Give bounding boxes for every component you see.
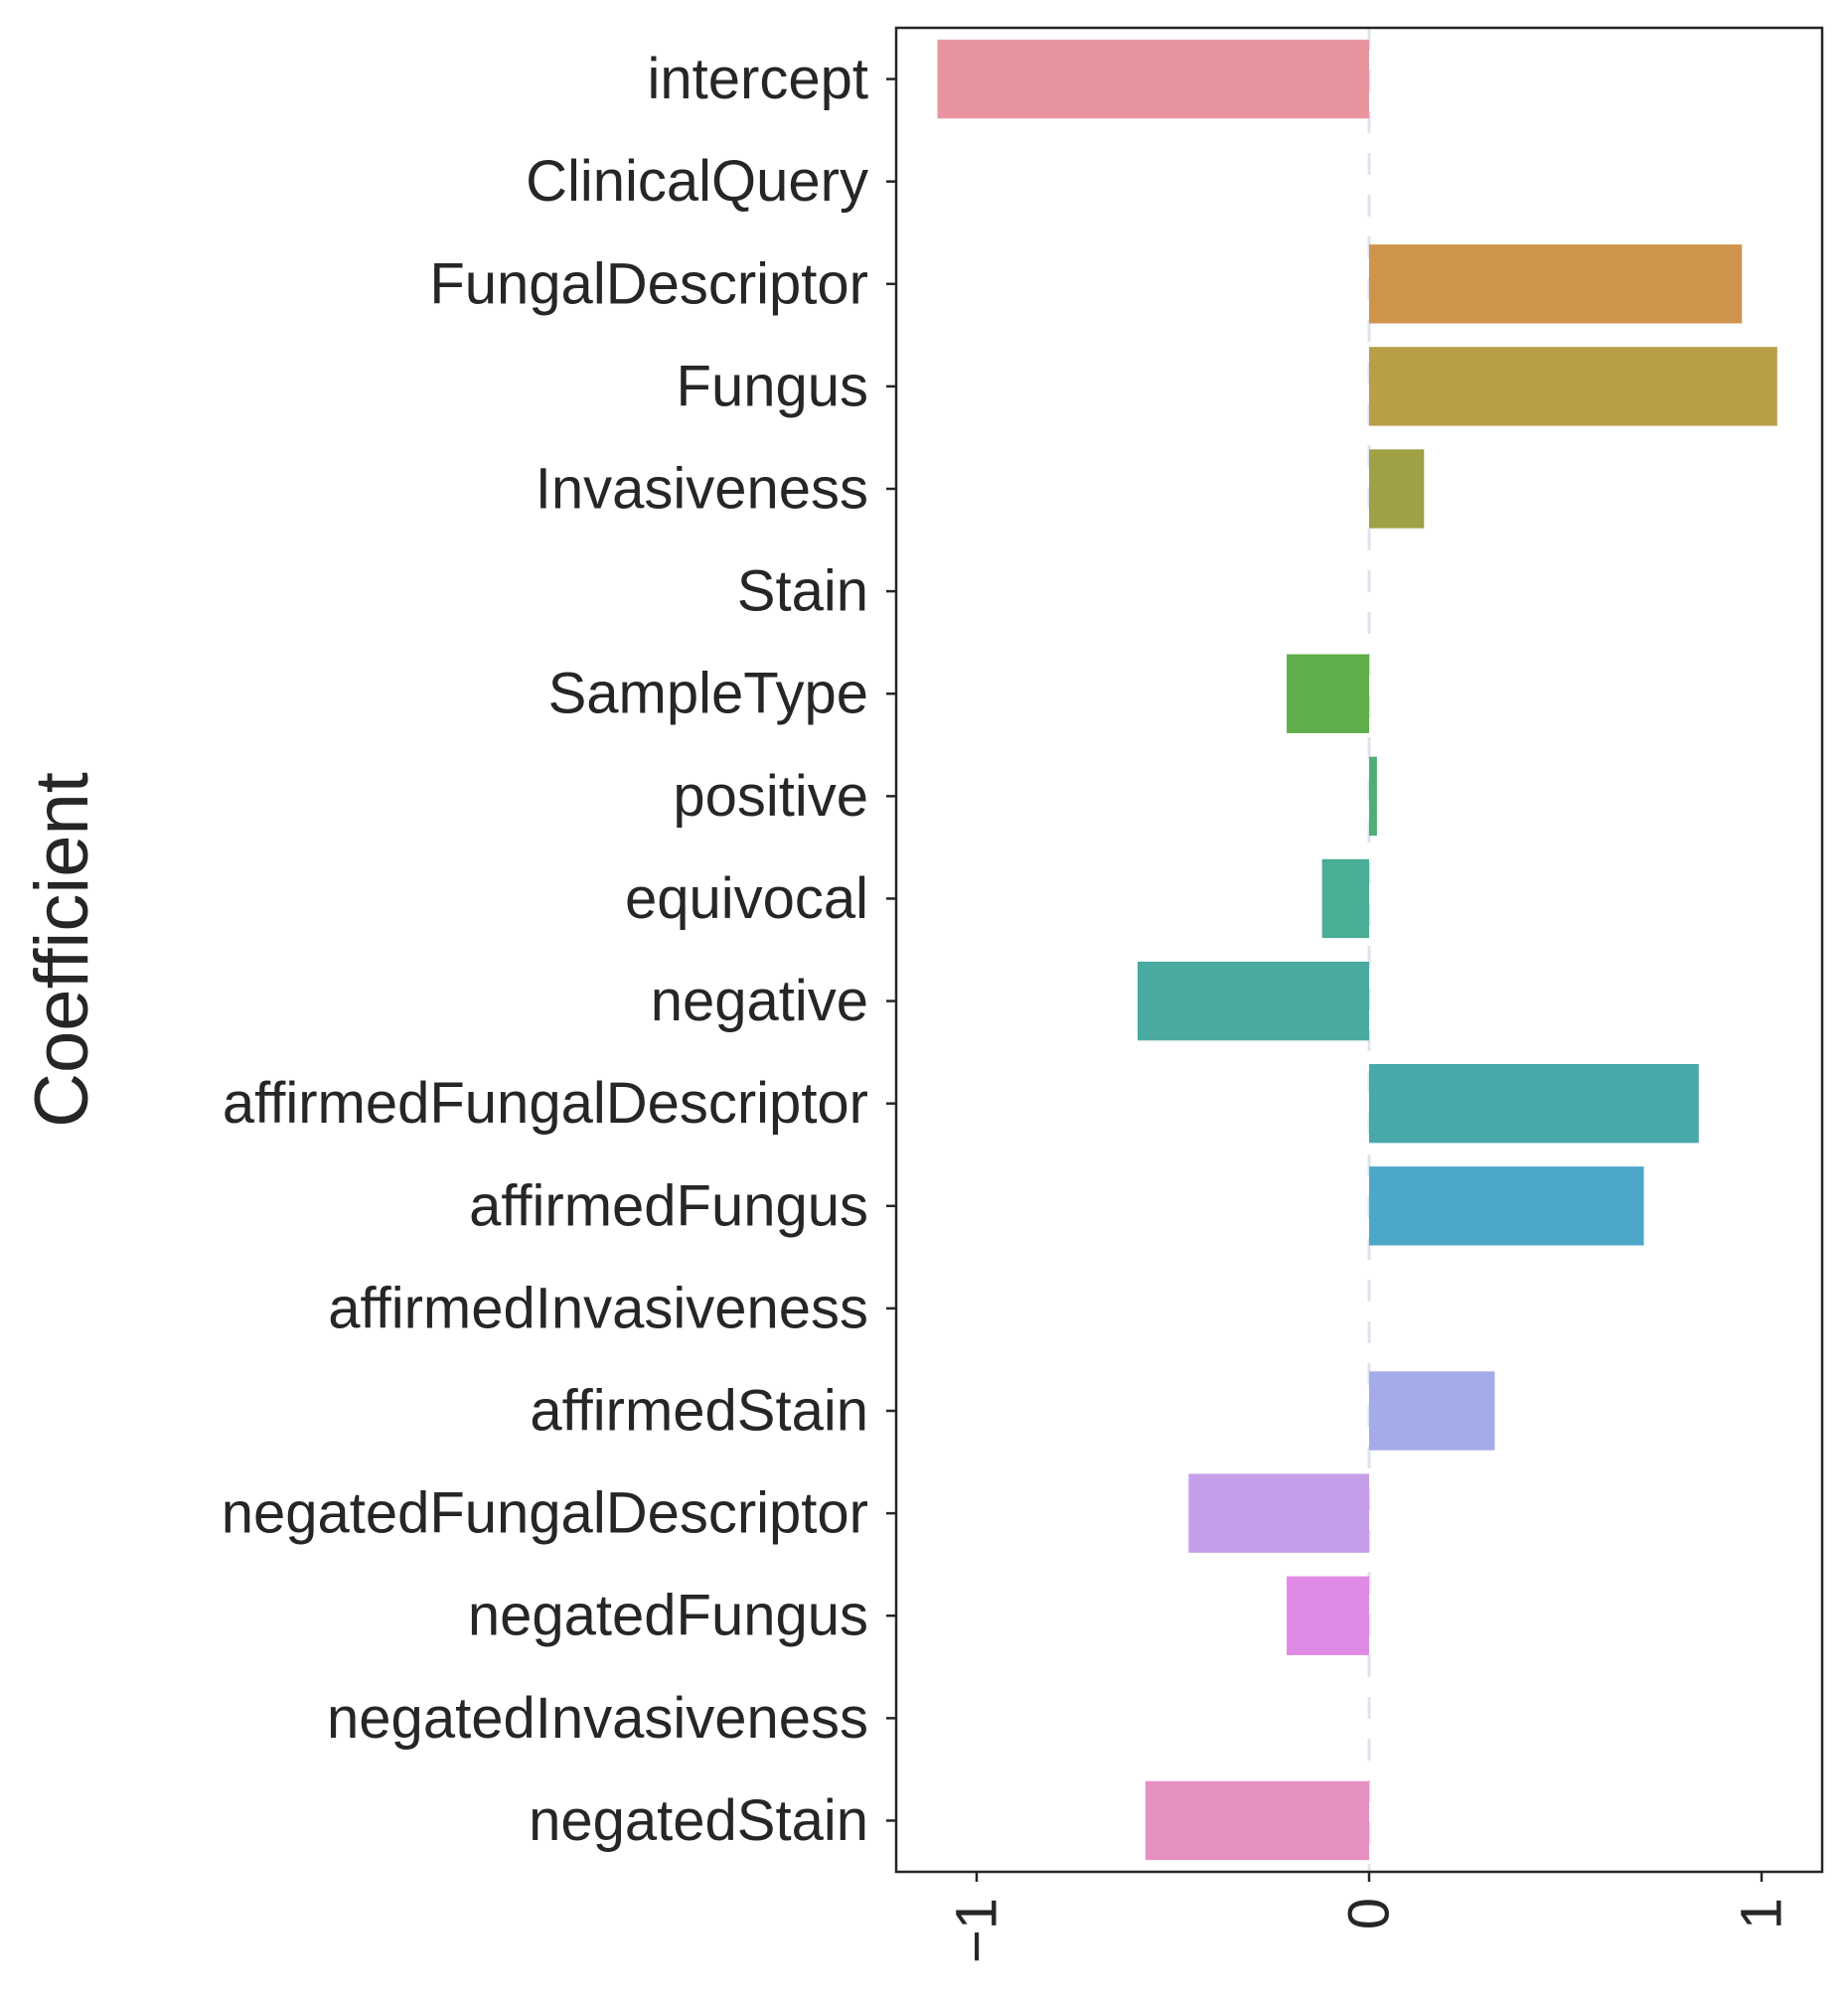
x-axis: −1 0 1 [945, 1872, 1794, 1963]
plot-frame [894, 26, 1824, 1874]
y-tick-label: FungalDescriptor [429, 251, 868, 316]
x-tick-label: 0 [1337, 1898, 1402, 1929]
bar-equivocal [1321, 858, 1369, 939]
bar-negatedFungalDescriptor [1188, 1473, 1369, 1553]
bar-intercept [937, 39, 1369, 119]
y-tick-label: equivocal [625, 866, 868, 931]
bar-affirmedFungus [1369, 1166, 1644, 1246]
bar-negatedFungus [1287, 1576, 1369, 1655]
y-tick-label: SampleType [548, 662, 868, 726]
y-tick-label: intercept [648, 47, 868, 111]
y-tick-label: affirmedFungalDescriptor [223, 1071, 868, 1136]
x-tick-label: 1 [1730, 1898, 1794, 1929]
y-tick-label: negatedFungus [468, 1584, 868, 1648]
y-tick-label: negative [651, 969, 868, 1033]
y-tick-label: ClinicalQuery [526, 149, 868, 214]
bars-layer [937, 39, 1777, 1861]
y-tick-label: negatedFungalDescriptor [222, 1481, 868, 1546]
y-axis: intercept ClinicalQuery FungalDescriptor Fu… [222, 47, 896, 1853]
y-tick-label: negatedInvasiveness [327, 1686, 868, 1751]
y-tick-label: Fungus [677, 354, 868, 418]
bar-Fungus [1369, 347, 1777, 426]
bar-negative [1137, 961, 1369, 1041]
bar-positive [1369, 756, 1377, 837]
y-tick-label: affirmedFungus [469, 1173, 868, 1238]
y-tick-label: negatedStain [529, 1788, 868, 1853]
bar-FungalDescriptor [1369, 244, 1743, 324]
bar-Invasiveness [1369, 449, 1425, 529]
y-tick-label: affirmedStain [530, 1379, 868, 1444]
y-axis-title: Coefficient [20, 772, 104, 1128]
y-tick-label: Invasiveness [536, 457, 868, 522]
bar-affirmedStain [1369, 1371, 1495, 1451]
x-tick-label: −1 [945, 1898, 1009, 1963]
bar-negatedStain [1145, 1780, 1369, 1861]
bar-SampleType [1287, 654, 1369, 733]
y-tick-label: Stain [737, 559, 868, 624]
bar-affirmedFungalDescriptor [1369, 1063, 1699, 1144]
y-tick-label: positive [673, 764, 868, 829]
y-tick-label: affirmedInvasiveness [328, 1276, 868, 1340]
